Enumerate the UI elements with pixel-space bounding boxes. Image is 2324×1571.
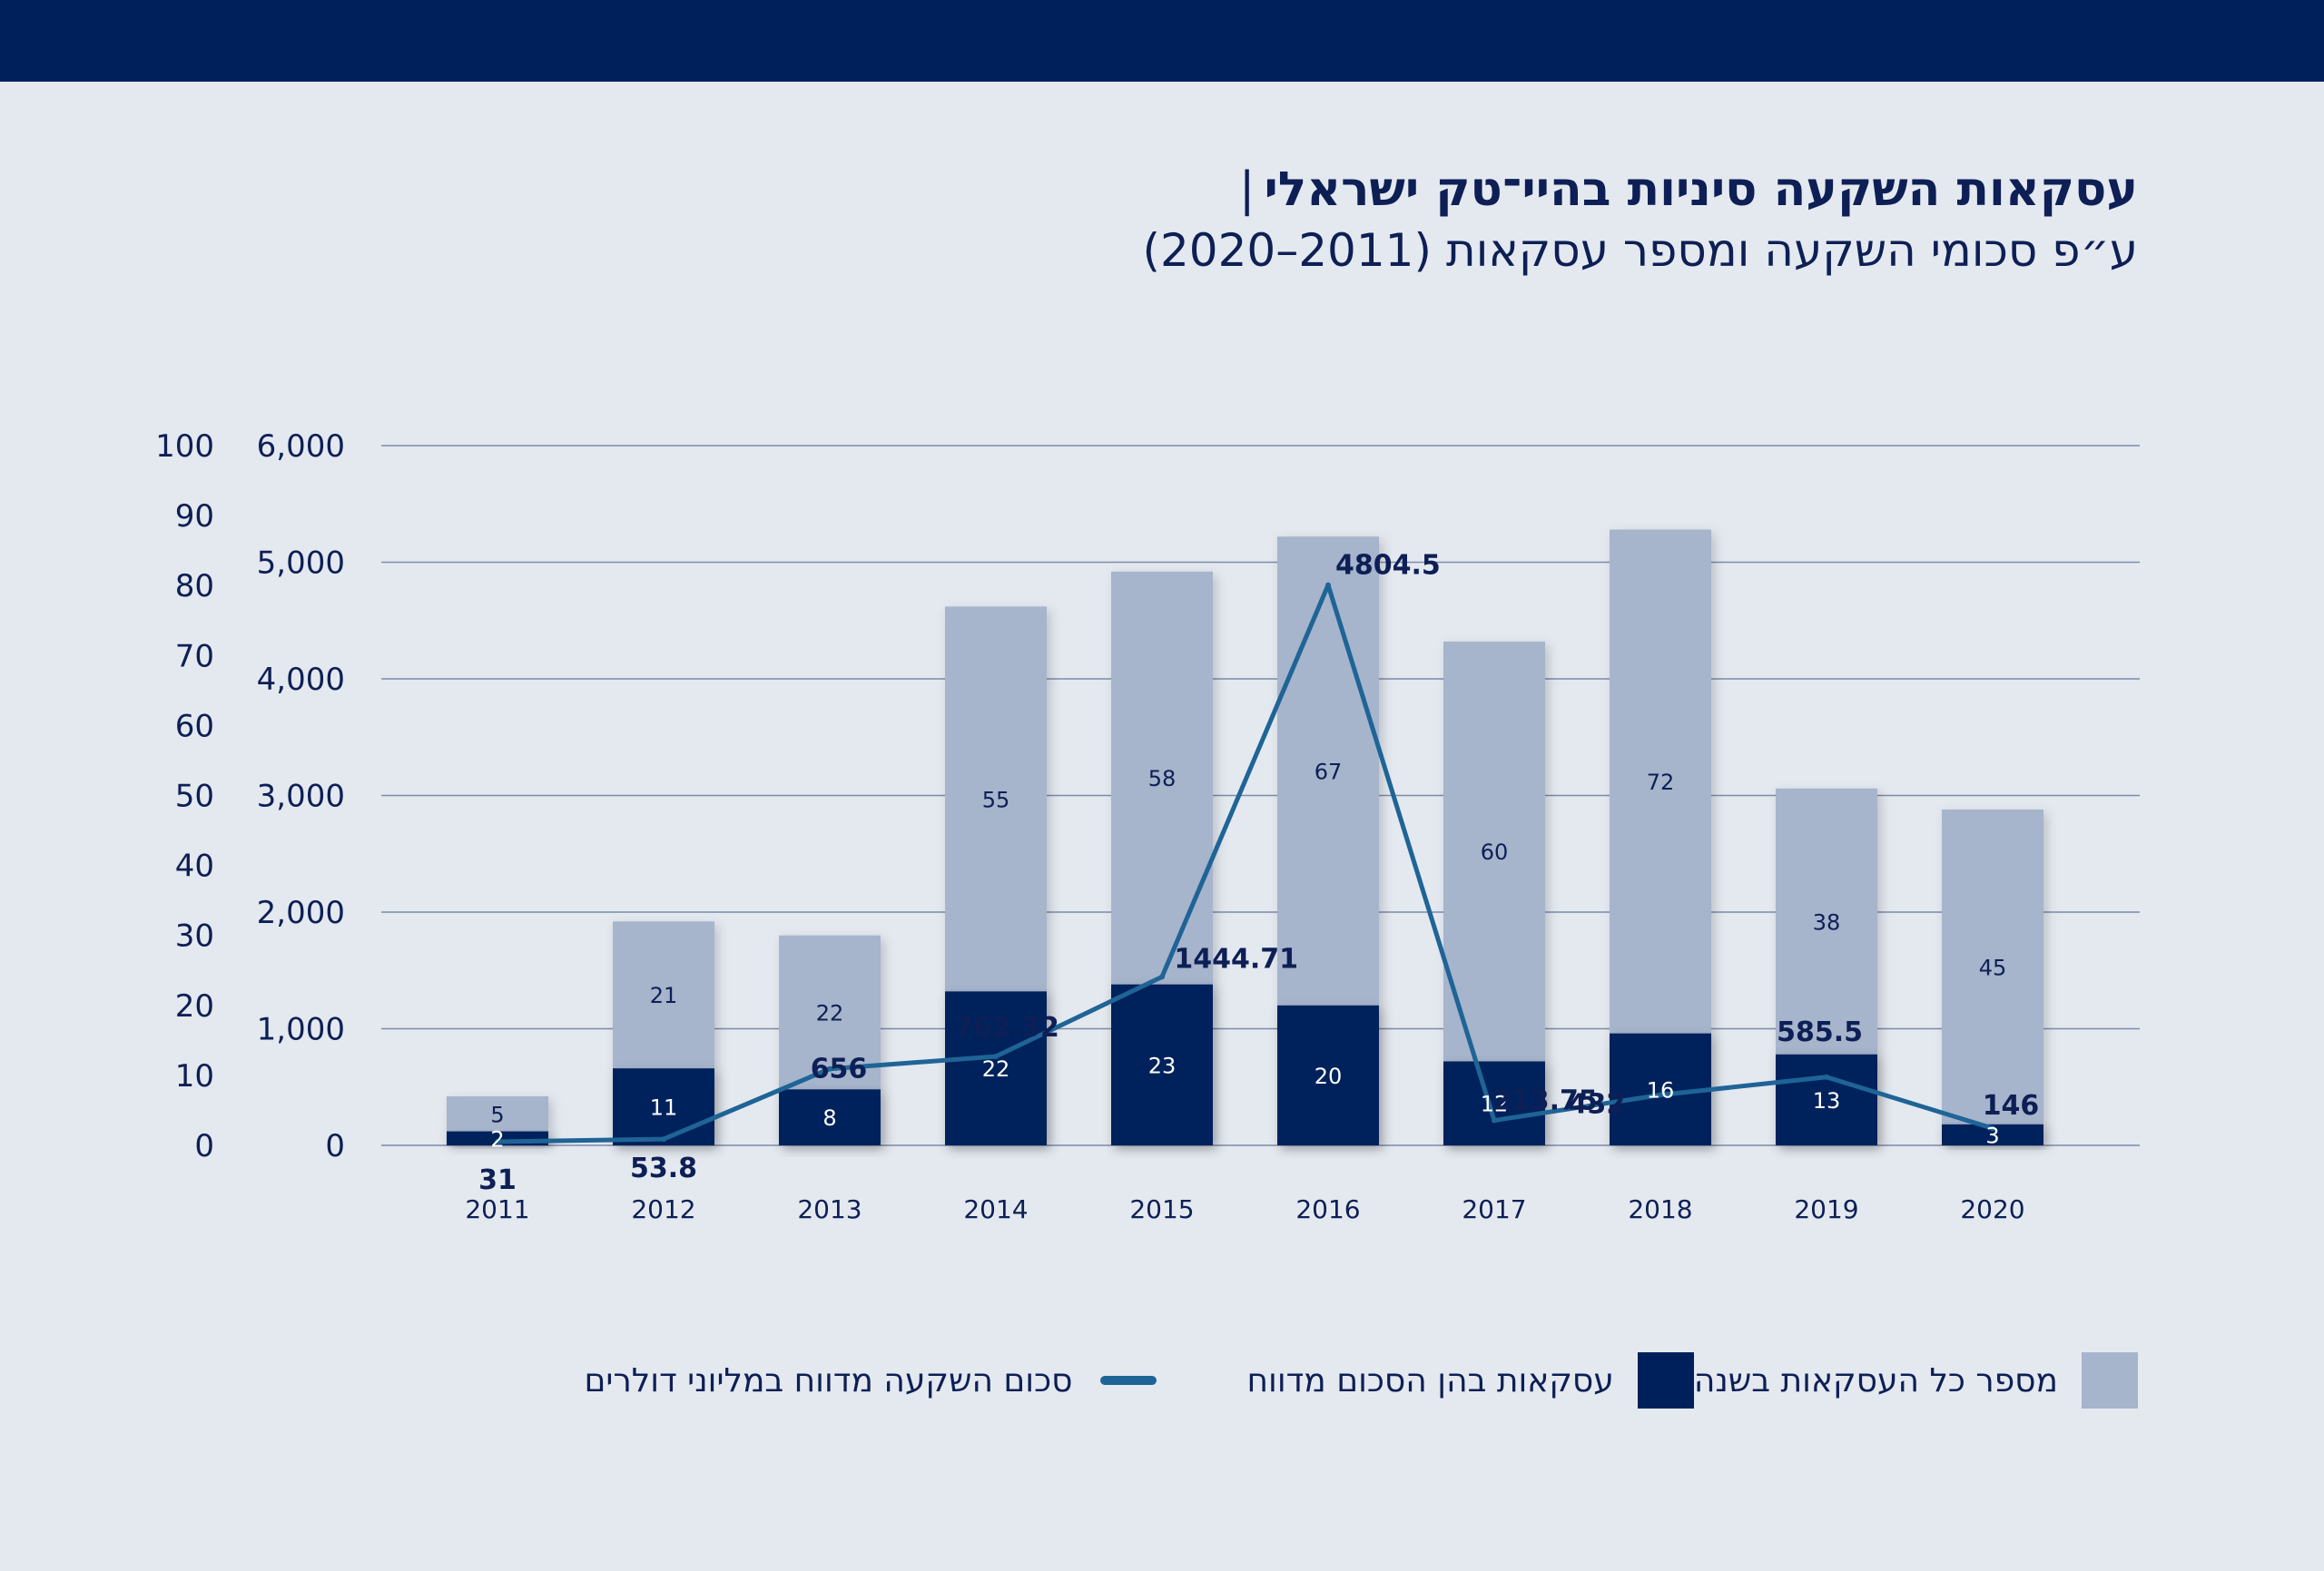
label-layer: 5220112111201222820135522201458232015672… <box>465 550 2039 1224</box>
y-axis-count-tick: 60 <box>175 708 214 744</box>
bar-label-total-deals: 5 <box>490 1102 504 1127</box>
bar-reported-deals <box>1942 1124 2043 1145</box>
bar-reported-deals <box>1443 1061 1545 1145</box>
legend-item-total-deals: מספר כל העסקאות בשנה <box>1694 1352 2138 1409</box>
legend-item-reported-deals: עסקאות בהן הסכום מדווח <box>1247 1352 1694 1409</box>
y-axis-count-tick: 20 <box>175 988 214 1025</box>
top-bar <box>0 0 2324 82</box>
bar-label-reported-deals: 2 <box>490 1126 504 1152</box>
chart-title: עסקאות השקעה סיניות בהיי־טק ישראלי| <box>1142 162 2138 218</box>
line-label-investment: 1444.71 <box>1174 943 1298 975</box>
chart-canvas: 0 1,000 2,000 3,000 4,000 5,000 6,000 0 10 20 30 40… <box>155 428 2140 1224</box>
line-label-investment: 31 <box>478 1164 517 1196</box>
y-axis-amount-tick: 4,000 <box>257 662 345 698</box>
y-axis-count-tick: 80 <box>175 568 214 604</box>
point-investment <box>1990 1125 1995 1132</box>
bar-label-reported-deals: 23 <box>1148 1053 1177 1078</box>
point-investment <box>1159 974 1165 980</box>
legend-label-investment: סכום השקעה מדווח במליוני דולרים <box>584 1361 1073 1399</box>
legend: מספר כל העסקאות בשנה עסקאות בהן הסכום מד… <box>494 1352 2138 1409</box>
point-investment <box>661 1136 666 1143</box>
y-axis-amount-tick: 1,000 <box>257 1012 345 1048</box>
point-investment <box>495 1139 500 1145</box>
bar-reported-deals <box>945 991 1047 1145</box>
legend-swatch-total-deals <box>2082 1352 2138 1409</box>
x-axis-tick: 2012 <box>631 1194 695 1224</box>
bar-label-reported-deals: 20 <box>1315 1064 1343 1089</box>
legend-label-total-deals: מספר כל העסקאות בשנה <box>1693 1361 2058 1399</box>
point-investment <box>1824 1074 1829 1080</box>
x-axis-tick: 2016 <box>1295 1194 1360 1224</box>
y-axis-count-tick: 90 <box>175 498 214 535</box>
bar-reported-deals <box>613 1068 714 1145</box>
y-axis-count-tick: 70 <box>175 638 214 674</box>
bar-label-total-deals: 22 <box>816 1001 844 1026</box>
point-investment <box>993 1054 999 1060</box>
legend-line-investment <box>1099 1376 1157 1385</box>
bar-reported-deals <box>1776 1054 1877 1145</box>
x-axis-tick: 2015 <box>1129 1194 1194 1224</box>
bar-label-total-deals: 45 <box>1979 955 2007 980</box>
x-axis-tick: 2017 <box>1462 1194 1526 1224</box>
line-label-investment: 53.8 <box>630 1153 697 1184</box>
x-axis-tick: 2014 <box>963 1194 1028 1224</box>
legend-swatch-reported-deals <box>1637 1352 1694 1409</box>
y-axis-count-tick: 100 <box>155 428 214 465</box>
bar-layer <box>447 529 2043 1145</box>
y-axis-amount-tick: 3,000 <box>257 779 345 815</box>
bar-label-reported-deals: 8 <box>822 1105 836 1131</box>
x-axis-tick: 2020 <box>1960 1194 2024 1224</box>
bar-label-total-deals: 60 <box>1481 840 1509 865</box>
bar-label-reported-deals: 22 <box>982 1056 1010 1082</box>
bar-label-reported-deals: 12 <box>1481 1092 1509 1117</box>
y-axis-count-tick: 50 <box>175 779 214 815</box>
line-label-investment: 4804.5 <box>1335 550 1441 582</box>
y-axis-amount-tick: 6,000 <box>257 428 345 465</box>
bar-label-total-deals: 55 <box>982 787 1010 812</box>
title-text: עסקאות השקעה סיניות בהיי־טק ישראלי <box>1264 162 2138 217</box>
chart-subtitle: ע״פ סכומי השקעה ומספר עסקאות (2011–2020) <box>1142 224 2138 278</box>
x-axis-tick: 2018 <box>1628 1194 1692 1224</box>
y-axis-count-tick: 0 <box>194 1128 214 1164</box>
bar-label-total-deals: 58 <box>1148 766 1177 791</box>
y-axis-amount-tick: 5,000 <box>257 545 345 582</box>
line-label-investment: 213.75 <box>1492 1085 1598 1117</box>
bar-reported-deals <box>779 1089 881 1145</box>
line-label-investment: 432 <box>1569 1088 1626 1120</box>
bar-label-reported-deals: 13 <box>1813 1088 1841 1114</box>
x-axis-tick: 2011 <box>465 1194 529 1224</box>
line-label-investment: 762.32 <box>954 1012 1059 1044</box>
title-separator: | <box>1238 162 1256 217</box>
bar-label-total-deals: 72 <box>1647 770 1675 795</box>
y-axis-amount-tick: 2,000 <box>257 895 345 931</box>
bar-reported-deals <box>1111 984 1213 1145</box>
bar-label-reported-deals: 11 <box>650 1095 678 1121</box>
bar-label-total-deals: 21 <box>650 983 678 1008</box>
y-axis-count-tick: 30 <box>175 918 214 955</box>
legend-item-investment: סכום השקעה מדווח במליוני דולרים <box>585 1362 1157 1399</box>
point-investment <box>1492 1117 1497 1124</box>
x-axis-tick: 2013 <box>797 1194 862 1224</box>
y-axis-count-tick: 40 <box>175 849 214 885</box>
y-axis-count-tick: 10 <box>175 1058 214 1095</box>
title-block: עסקאות השקעה סיניות בהיי־טק ישראלי| ע״פ … <box>1142 162 2138 280</box>
x-axis-tick: 2019 <box>1794 1194 1858 1224</box>
bar-total-deals <box>1942 809 2043 1145</box>
bar-label-reported-deals: 3 <box>1985 1123 1999 1148</box>
y-axis-amount-tick: 0 <box>325 1128 345 1164</box>
line-label-investment: 585.5 <box>1777 1016 1863 1048</box>
line-investment <box>495 583 1995 1144</box>
point-investment <box>1658 1092 1663 1098</box>
line-label-investment: 656 <box>811 1054 868 1085</box>
line-label-investment: 146 <box>1983 1090 2040 1122</box>
legend-label-reported-deals: עסקאות בהן הסכום מדווח <box>1246 1361 1614 1399</box>
bar-label-reported-deals: 16 <box>1647 1077 1675 1103</box>
line-layer <box>495 582 1995 1145</box>
bar-reported-deals <box>1277 1005 1379 1145</box>
point-investment <box>1325 582 1331 588</box>
bar-label-total-deals: 38 <box>1813 909 1841 935</box>
point-investment <box>827 1065 832 1072</box>
bar-label-total-deals: 67 <box>1315 760 1343 785</box>
